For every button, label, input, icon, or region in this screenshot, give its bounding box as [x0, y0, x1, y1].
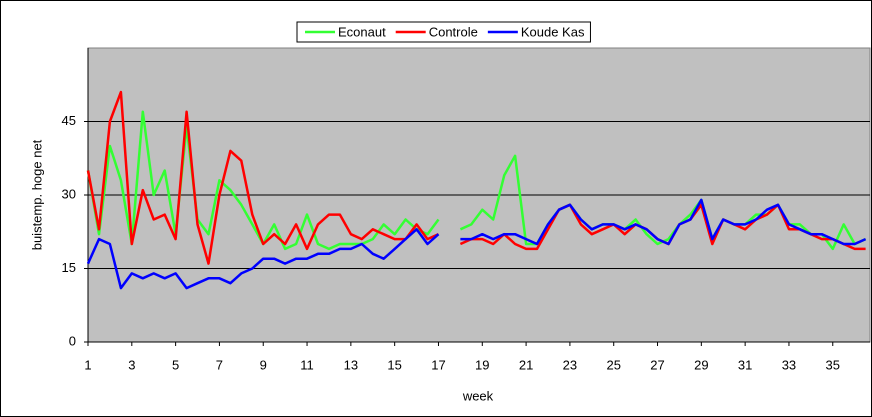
x-tick-label: 3	[128, 357, 135, 372]
x-tick-label: 27	[650, 357, 664, 372]
x-tick-label: 19	[475, 357, 489, 372]
x-tick-label: 9	[260, 357, 267, 372]
legend-label: Econaut	[338, 24, 386, 39]
x-tick-label: 23	[563, 357, 577, 372]
x-tick-label: 17	[431, 357, 445, 372]
y-tick-label: 0	[69, 333, 76, 348]
series-line	[86, 90, 440, 265]
x-tick-label: 29	[694, 357, 708, 372]
x-tick-label: 13	[344, 357, 358, 372]
x-tick-label: 1	[84, 357, 91, 372]
x-tick-label: 15	[387, 357, 401, 372]
x-tick-label: 35	[826, 357, 840, 372]
x-tick-label: 5	[172, 357, 179, 372]
x-tick-label: 31	[738, 357, 752, 372]
series-line	[86, 228, 440, 290]
x-tick-label: 33	[782, 357, 796, 372]
x-axis-title: week	[462, 388, 494, 403]
y-axis-title: buistemp. hoge net	[29, 139, 44, 250]
y-tick-label: 30	[62, 186, 76, 201]
legend-box	[296, 21, 591, 43]
series-line	[460, 198, 867, 246]
legend: Econaut Controle Koude Kas	[296, 21, 591, 43]
y-tick-label: 15	[62, 260, 76, 275]
x-tick-label: 25	[606, 357, 620, 372]
x-tick-label: 7	[216, 357, 223, 372]
x-tick-label: 11	[300, 357, 314, 372]
y-tick-label: 45	[62, 113, 76, 128]
legend-label: Controle	[429, 24, 478, 39]
x-tick-label: 21	[519, 357, 533, 372]
legend-label: Koude Kas	[521, 24, 585, 39]
